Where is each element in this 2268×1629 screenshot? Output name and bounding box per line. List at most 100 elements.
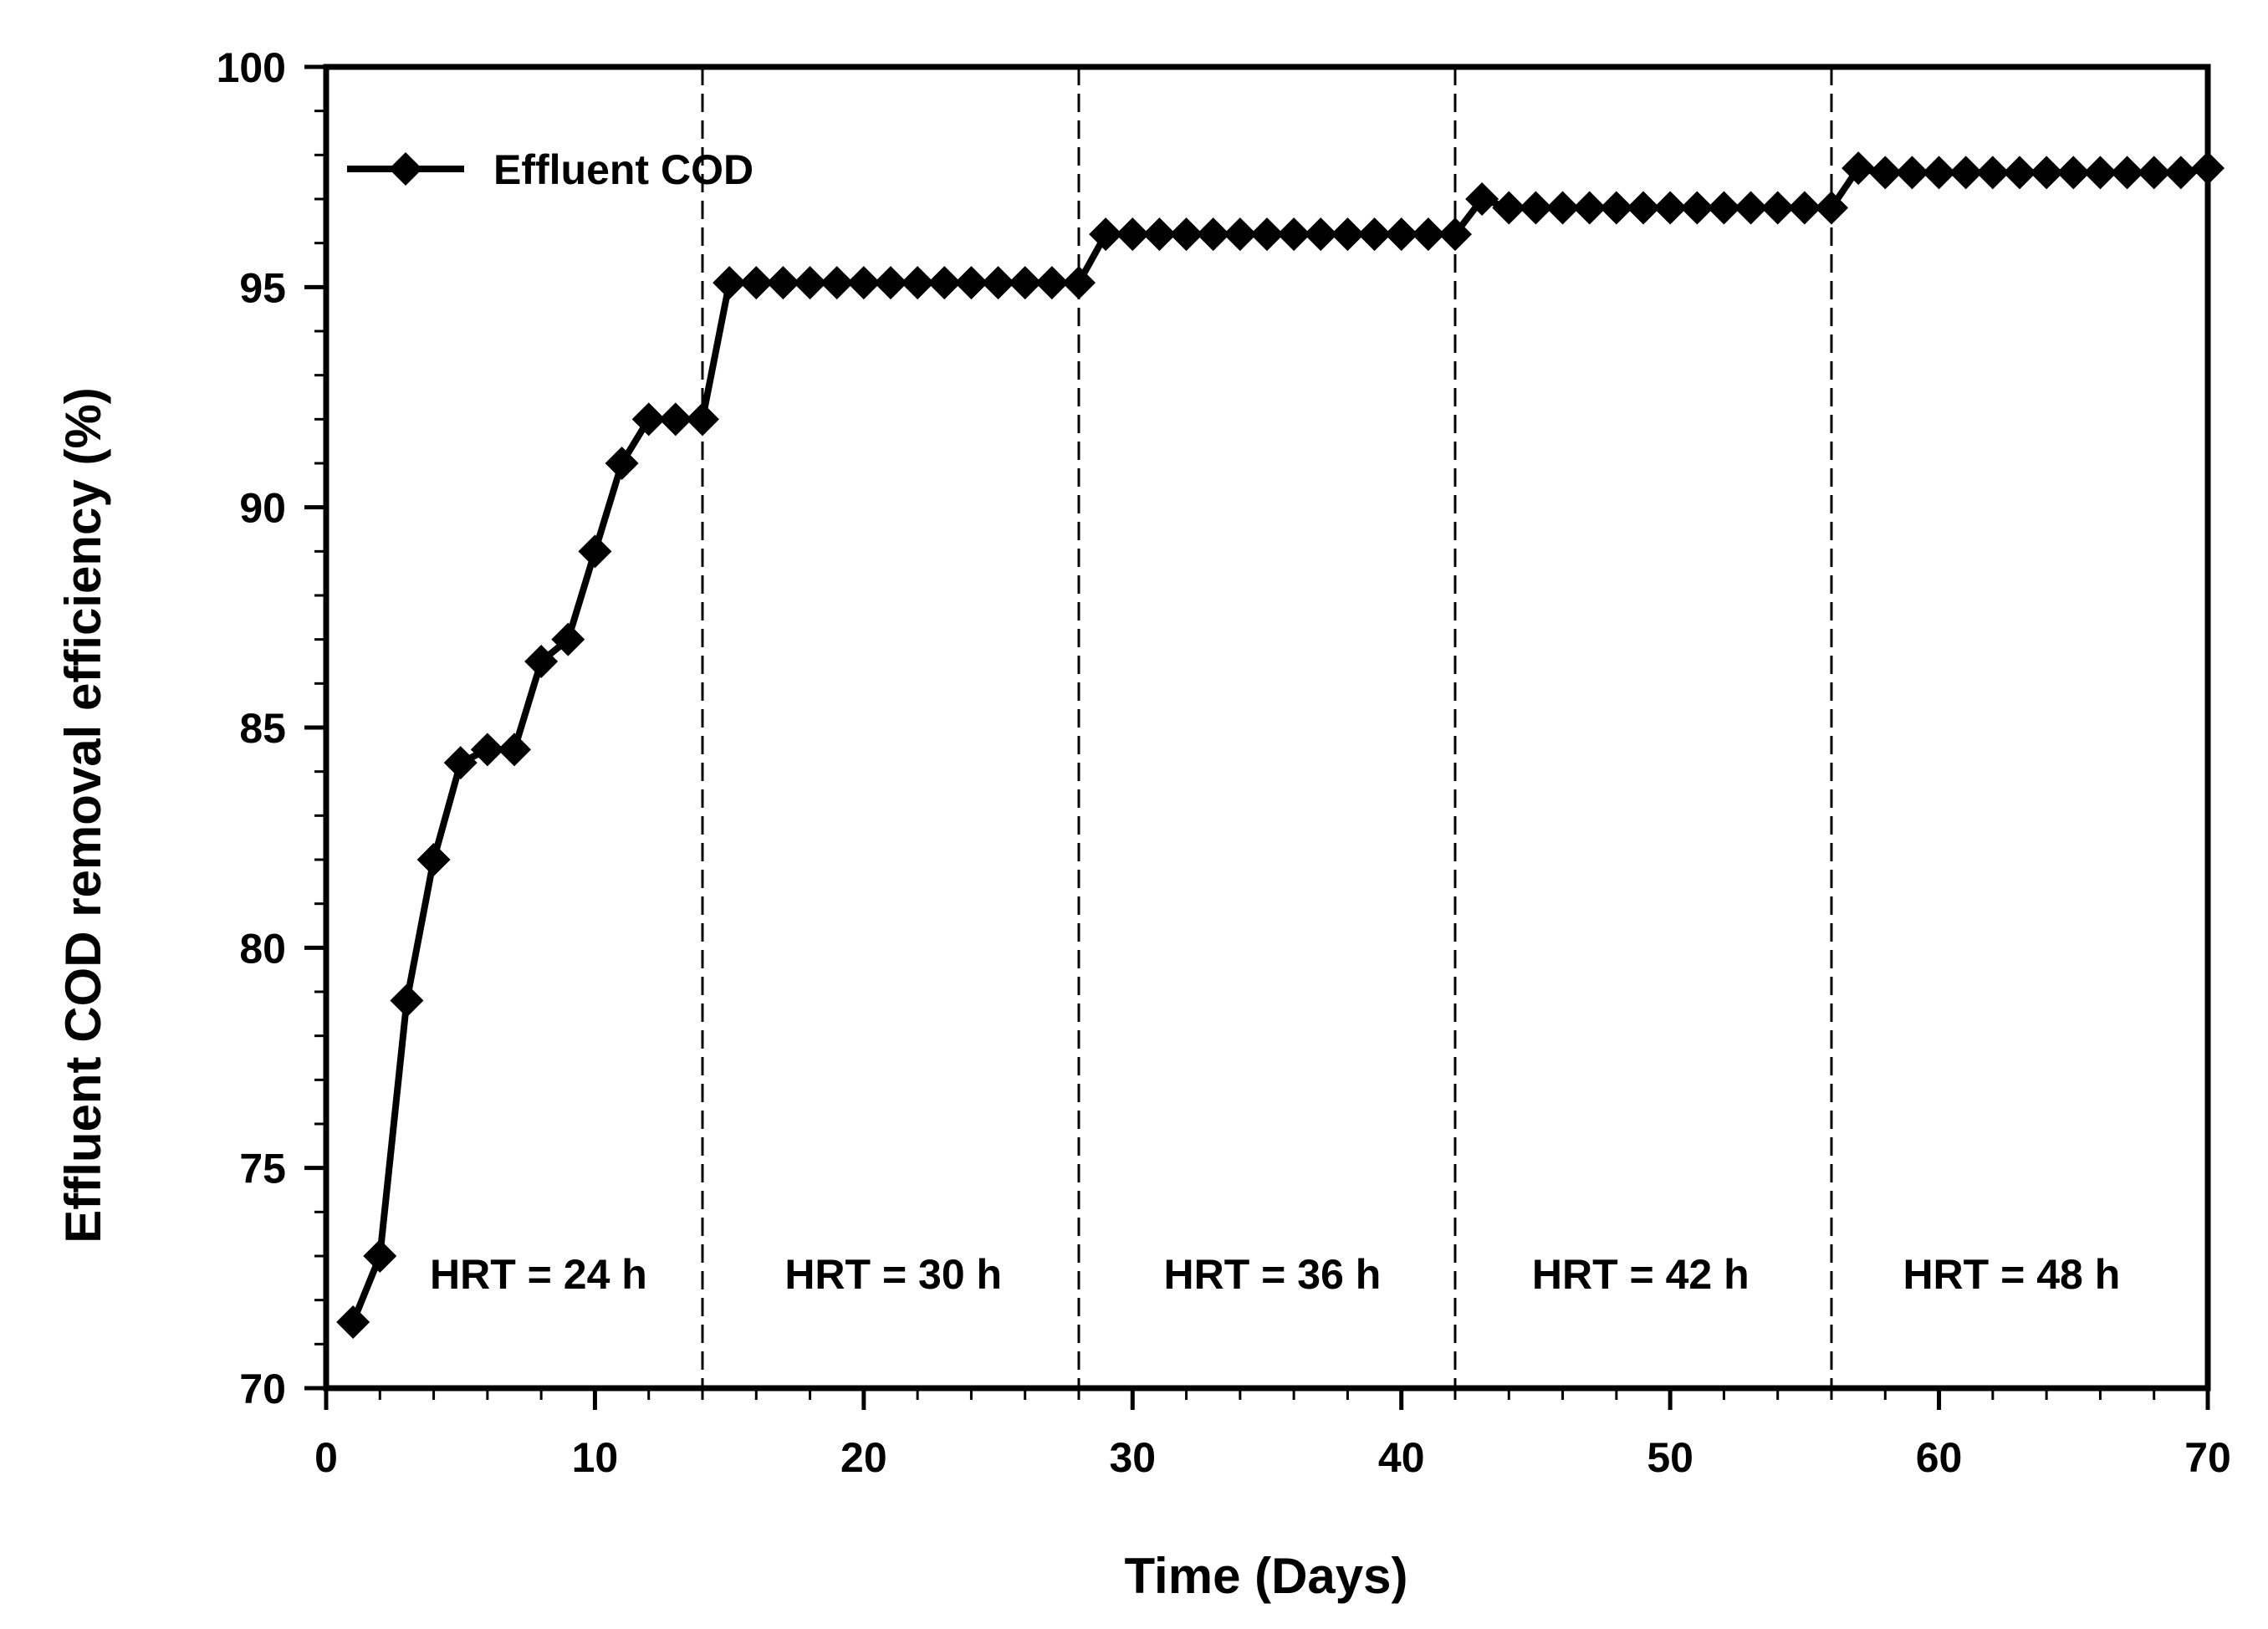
y-tick-labels: 70 75 80 85 90 95 100 — [217, 44, 286, 1412]
data-point — [363, 1239, 397, 1273]
data-point — [1545, 191, 1580, 225]
data-point — [658, 402, 692, 437]
series-line — [350, 165, 2209, 1324]
y-tick-label: 95 — [239, 264, 286, 311]
y-tick-label: 75 — [239, 1146, 286, 1192]
y-tick-label: 100 — [217, 44, 286, 91]
data-point — [1975, 156, 2010, 190]
data-point — [954, 266, 988, 300]
x-axis-title: Time (Days) — [1124, 1548, 1407, 1604]
data-point — [686, 402, 719, 437]
data-point — [470, 733, 504, 767]
data-point — [1922, 156, 1956, 190]
major-ticks — [304, 64, 2210, 1410]
data-point — [498, 733, 531, 767]
data-point — [713, 266, 747, 300]
data-point — [1169, 217, 1203, 252]
data-point — [524, 645, 559, 678]
minor-ticks — [314, 110, 2156, 1400]
series-effluent-cod — [336, 151, 2225, 1339]
data-point — [1331, 217, 1365, 252]
y-tick-label: 85 — [239, 705, 286, 752]
data-point — [1627, 191, 1660, 225]
x-tick-label: 30 — [1109, 1434, 1156, 1481]
region-label: HRT = 30 h — [784, 1251, 1002, 1298]
data-point — [1680, 191, 1714, 225]
data-point — [1841, 151, 1876, 186]
y-tick-label: 80 — [239, 925, 286, 972]
data-point — [1089, 217, 1123, 252]
region-label: HRT = 42 h — [1532, 1251, 1750, 1298]
data-point — [1116, 217, 1150, 252]
x-tick-label: 40 — [1378, 1434, 1425, 1481]
data-point — [1142, 217, 1177, 252]
y-axis-title: Effluent COD removal efficiency (%) — [55, 387, 111, 1243]
data-point — [2030, 156, 2064, 190]
data-point — [1572, 191, 1606, 225]
x-tick-label: 20 — [840, 1434, 887, 1481]
data-point — [443, 746, 478, 780]
data-point — [1895, 156, 1929, 190]
data-point — [1411, 217, 1445, 252]
data-point — [2110, 156, 2144, 190]
y-tick-label: 90 — [239, 485, 286, 532]
x-tick-label: 0 — [314, 1434, 338, 1481]
plot-frame — [323, 64, 2211, 1392]
data-point — [551, 622, 585, 656]
data-point — [927, 266, 962, 300]
data-point — [981, 266, 1015, 300]
data-point — [1492, 191, 1526, 225]
data-point — [2083, 156, 2117, 190]
data-point — [1949, 156, 1983, 190]
data-point — [901, 266, 935, 300]
data-point — [1438, 217, 1472, 252]
data-point — [1250, 217, 1284, 252]
region-label: HRT = 24 h — [430, 1251, 647, 1298]
data-point — [2163, 156, 2198, 190]
data-point — [1760, 191, 1795, 225]
y-tick-label: 70 — [239, 1366, 286, 1412]
data-point — [1734, 191, 1768, 225]
data-point — [1034, 266, 1069, 300]
x-tick-label: 10 — [572, 1434, 619, 1481]
data-point — [1519, 191, 1553, 225]
region-label: HRT = 48 h — [1903, 1251, 2120, 1298]
data-point — [1196, 217, 1230, 252]
data-point — [1815, 191, 1848, 225]
data-point — [1653, 191, 1688, 225]
data-point — [1707, 191, 1741, 225]
data-point — [2137, 156, 2171, 190]
phase-boundaries — [701, 67, 1833, 1388]
data-point — [578, 534, 612, 569]
data-point — [1277, 217, 1311, 252]
data-point — [1008, 266, 1042, 300]
data-point — [336, 1305, 370, 1339]
data-point — [1062, 266, 1096, 300]
data-point — [416, 843, 451, 876]
data-point — [2003, 156, 2036, 190]
data-point — [631, 402, 666, 437]
data-point — [1223, 217, 1257, 252]
data-point — [1384, 217, 1418, 252]
data-point — [2056, 156, 2091, 190]
data-point — [846, 266, 881, 300]
region-label: HRT = 36 h — [1164, 1251, 1382, 1298]
data-point — [1787, 191, 1821, 225]
data-point — [820, 266, 854, 300]
region-labels: HRT = 24 h HRT = 30 h HRT = 36 h HRT = 42 h… — [430, 1251, 2120, 1298]
legend-label: Effluent COD — [493, 146, 753, 193]
x-tick-label: 50 — [1647, 1434, 1693, 1481]
data-point — [793, 266, 827, 300]
data-point — [1599, 191, 1633, 225]
data-point — [739, 266, 774, 300]
data-point — [390, 983, 424, 1018]
x-tick-label: 60 — [1916, 1434, 1963, 1481]
data-point — [1465, 182, 1499, 216]
data-point — [1868, 156, 1903, 190]
data-point — [874, 266, 907, 300]
data-point — [605, 447, 639, 480]
x-tick-label: 70 — [2184, 1434, 2231, 1481]
legend-marker-diamond — [389, 152, 422, 186]
legend: Effluent COD — [347, 146, 753, 193]
